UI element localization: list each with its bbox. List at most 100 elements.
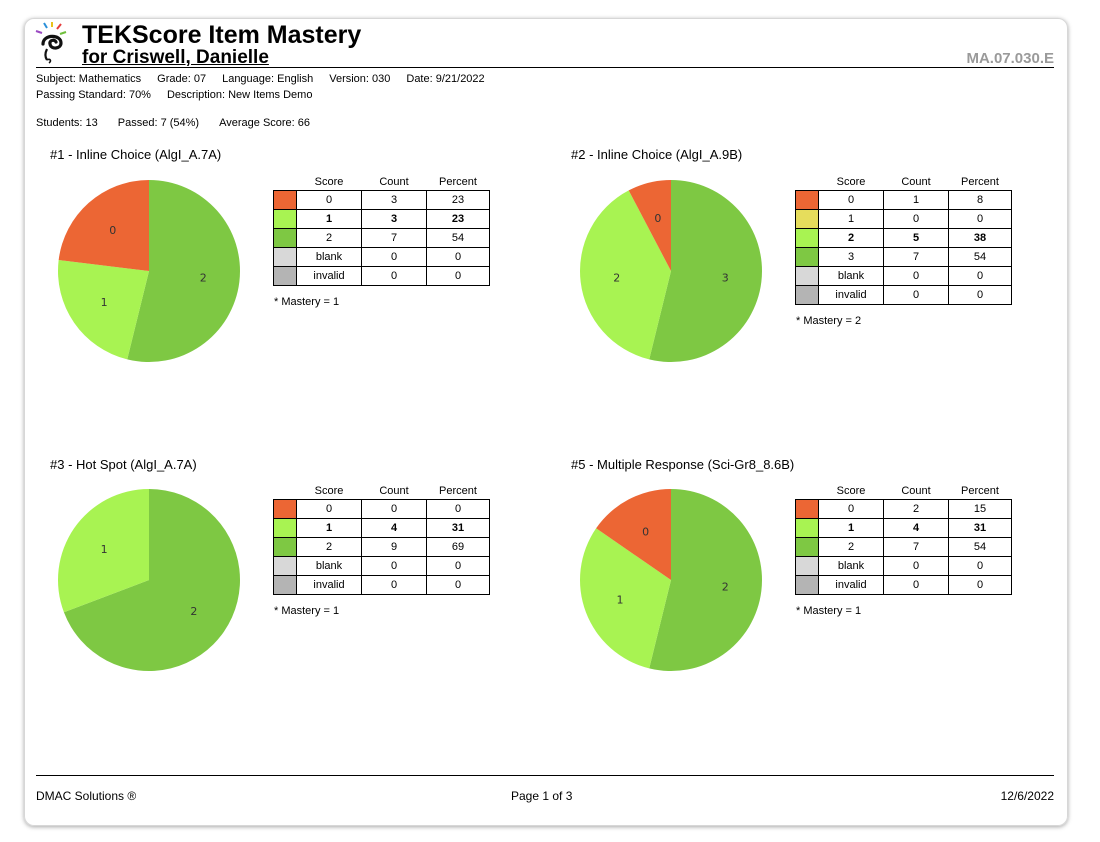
mastery-note: * Mastery = 2 — [796, 315, 862, 327]
count-cell: 0 — [883, 575, 949, 595]
swatch-header — [796, 483, 819, 500]
percent-cell: 0 — [948, 556, 1012, 576]
score-table: Score Count Percent 0 1 8 1 0 0 2 5 38 3 7 54 blank 0 0 in… — [795, 174, 1012, 305]
pie-slice-label: 2 — [200, 272, 207, 285]
table-row: 1 3 23 — [273, 209, 490, 229]
column-header-score: Score — [314, 176, 344, 188]
pie-slice-label: 2 — [190, 605, 197, 618]
table-row: 2 7 54 — [273, 228, 490, 248]
percent-cell: 0 — [426, 247, 490, 267]
dmac-logo-icon — [33, 22, 75, 66]
color-swatch — [273, 228, 297, 248]
pie-slice-score-3 — [649, 180, 762, 362]
percent-cell: 31 — [426, 518, 490, 538]
meta-line-1: Subject: Mathematics Grade: 07 Language: E… — [36, 73, 501, 85]
pie-svg: 3 2 0 — [580, 180, 762, 362]
meta-description: Description: New Items Demo — [166, 89, 313, 101]
meta-passing-standard: Passing Standard: 70% — [36, 89, 151, 101]
count-cell: 0 — [883, 285, 949, 305]
color-swatch — [273, 247, 297, 267]
report-page — [24, 18, 1068, 826]
score-cell: invalid — [296, 575, 362, 595]
score-table: Score Count Percent 0 0 0 1 4 31 2 9 69 blank 0 0 inval… — [273, 483, 490, 595]
table-header-row: Score Count Percent — [274, 483, 490, 500]
footer-company: DMAC Solutions ® — [36, 789, 137, 803]
pie-chart: 2 1 0 — [54, 176, 244, 366]
percent-cell: 15 — [948, 499, 1012, 519]
pie-slice-label: 1 — [101, 543, 108, 556]
table-row: 1 4 31 — [795, 518, 1012, 538]
score-cell: 0 — [818, 190, 884, 210]
meta-passed: Passed: 7 (54%) — [117, 117, 200, 129]
pie-slice-score-1 — [579, 528, 671, 669]
table-row: 0 2 15 — [795, 499, 1012, 519]
pie-chart: 2 1 0 — [576, 485, 766, 675]
pie-slice-label: 0 — [109, 224, 116, 237]
score-cell: 1 — [296, 209, 362, 229]
pie-slice-label: 2 — [722, 581, 729, 594]
color-swatch — [273, 266, 297, 286]
table-row: invalid 0 0 — [795, 575, 1012, 595]
count-cell: 5 — [883, 228, 949, 248]
column-header-count: Count — [379, 485, 409, 497]
pie-slice-score-2 — [127, 180, 240, 362]
color-swatch — [273, 499, 297, 519]
score-cell: 0 — [296, 190, 362, 210]
count-cell: 4 — [883, 518, 949, 538]
score-cell: blank — [818, 266, 884, 286]
percent-cell: 0 — [948, 285, 1012, 305]
meta-students: Students: 13 — [36, 117, 98, 129]
student-name: for Criswell, Danielle — [82, 47, 269, 68]
count-cell: 7 — [883, 537, 949, 557]
column-header-count: Count — [901, 176, 931, 188]
column-header-count: Count — [379, 176, 409, 188]
percent-cell: 0 — [948, 266, 1012, 286]
score-cell: 2 — [818, 537, 884, 557]
meta-language: Language: English — [222, 73, 314, 85]
footer-page-number: Page 1 of 3 — [511, 789, 573, 803]
table-header-row: Score Count Percent — [796, 174, 1012, 191]
pie-svg: 21 — [57, 489, 241, 671]
color-swatch — [273, 575, 297, 595]
count-cell: 4 — [361, 518, 427, 538]
column-header-percent: Percent — [439, 485, 477, 497]
footer-rule — [36, 775, 1054, 776]
color-swatch — [795, 266, 819, 286]
score-cell: 2 — [296, 537, 362, 557]
percent-cell: 54 — [426, 228, 490, 248]
swatch-header — [274, 174, 297, 191]
column-header-percent: Percent — [961, 176, 999, 188]
score-cell: invalid — [296, 266, 362, 286]
score-table: Score Count Percent 0 2 15 1 4 31 2 7 54 blank 0 0 inva… — [795, 483, 1012, 595]
color-swatch — [273, 518, 297, 538]
meta-date: Date: 9/21/2022 — [406, 73, 485, 85]
footer-date: 12/6/2022 — [1000, 789, 1054, 803]
percent-cell: 23 — [426, 190, 490, 210]
table-row: 2 5 38 — [795, 228, 1012, 248]
meta-average: Average Score: 66 — [219, 117, 311, 129]
color-swatch — [795, 537, 819, 557]
count-cell: 3 — [361, 209, 427, 229]
swatch-header — [274, 483, 297, 500]
pie-slice-label: 1 — [616, 593, 623, 606]
meta-line-2: Passing Standard: 70% Description: New It… — [36, 89, 328, 101]
pie-chart: 3 2 0 — [576, 176, 766, 366]
pie-svg: 2 1 0 — [57, 180, 240, 362]
color-swatch — [795, 575, 819, 595]
chart-title: #5 - Multiple Response (Sci-Gr8_8.6B) — [571, 457, 795, 472]
table-row: 2 7 54 — [795, 537, 1012, 557]
table-row: 3 7 54 — [795, 247, 1012, 267]
color-swatch — [795, 247, 819, 267]
chart-title: #2 - Inline Choice (AlgI_A.9B) — [571, 147, 743, 162]
count-cell: 2 — [883, 499, 949, 519]
score-cell: 1 — [818, 209, 884, 229]
header-rule — [36, 67, 1054, 68]
pie-slice-label: 3 — [722, 272, 729, 285]
count-cell: 7 — [883, 247, 949, 267]
percent-cell: 0 — [426, 499, 490, 519]
table-row: 0 3 23 — [273, 190, 490, 210]
meta-line-3: Students: 13 Passed: 7 (54%) Average Score… — [36, 117, 326, 129]
